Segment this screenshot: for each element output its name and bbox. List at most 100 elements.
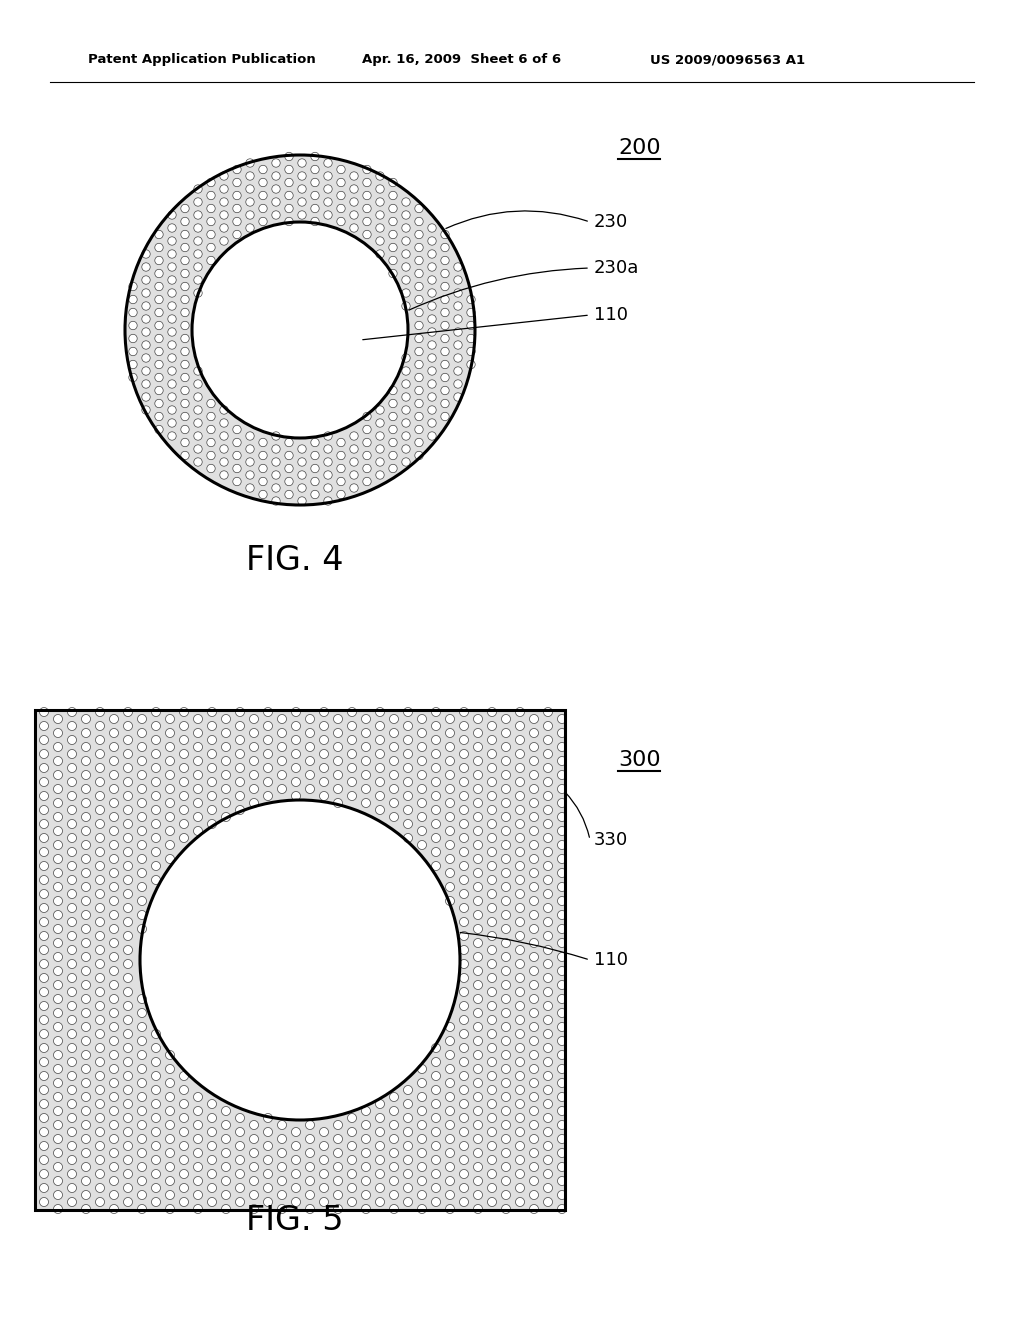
Circle shape [124, 722, 132, 730]
Circle shape [311, 465, 319, 473]
Circle shape [389, 243, 397, 252]
Circle shape [179, 1127, 188, 1137]
Circle shape [166, 1204, 174, 1213]
Circle shape [544, 1030, 553, 1039]
Circle shape [473, 994, 482, 1003]
Circle shape [460, 1072, 469, 1081]
Circle shape [418, 1064, 427, 1073]
Circle shape [529, 1008, 539, 1018]
Circle shape [68, 987, 77, 997]
Circle shape [361, 784, 371, 793]
Circle shape [376, 750, 384, 759]
Circle shape [557, 1008, 566, 1018]
Circle shape [110, 854, 119, 863]
Circle shape [95, 917, 104, 927]
Circle shape [454, 327, 462, 337]
Circle shape [467, 347, 475, 355]
Circle shape [207, 191, 215, 199]
Circle shape [68, 777, 77, 787]
Circle shape [347, 1114, 356, 1122]
Circle shape [137, 729, 146, 738]
Circle shape [460, 1155, 469, 1164]
Circle shape [95, 1170, 104, 1179]
Circle shape [311, 438, 319, 446]
Circle shape [389, 438, 397, 446]
Circle shape [515, 960, 524, 969]
Circle shape [194, 813, 203, 821]
Circle shape [403, 1184, 413, 1192]
Circle shape [473, 756, 482, 766]
Circle shape [68, 750, 77, 759]
Circle shape [298, 445, 306, 453]
Circle shape [311, 152, 319, 161]
Circle shape [40, 1015, 48, 1024]
Circle shape [557, 756, 566, 766]
Circle shape [319, 1142, 329, 1151]
Circle shape [473, 939, 482, 948]
Circle shape [236, 1197, 245, 1206]
Circle shape [181, 218, 189, 226]
Circle shape [460, 987, 469, 997]
Circle shape [557, 981, 566, 990]
Circle shape [298, 172, 306, 181]
Circle shape [502, 771, 511, 780]
Circle shape [220, 432, 228, 440]
Circle shape [454, 302, 462, 310]
Circle shape [221, 1163, 230, 1172]
Circle shape [137, 1078, 146, 1088]
Circle shape [334, 771, 342, 780]
Circle shape [53, 1121, 62, 1130]
Circle shape [529, 1064, 539, 1073]
Circle shape [285, 218, 293, 226]
Circle shape [124, 1044, 132, 1052]
Circle shape [487, 1002, 497, 1011]
Circle shape [403, 777, 413, 787]
Circle shape [125, 154, 475, 506]
Circle shape [515, 792, 524, 800]
Circle shape [194, 432, 202, 440]
Circle shape [428, 393, 436, 401]
Circle shape [68, 1015, 77, 1024]
Circle shape [502, 756, 511, 766]
Circle shape [440, 230, 450, 239]
Circle shape [152, 833, 161, 842]
Circle shape [181, 296, 189, 304]
Circle shape [181, 282, 189, 290]
Circle shape [129, 374, 137, 381]
Circle shape [82, 854, 90, 863]
Circle shape [68, 1057, 77, 1067]
Circle shape [208, 1114, 216, 1122]
Circle shape [208, 1197, 216, 1206]
Circle shape [152, 1072, 161, 1081]
Circle shape [376, 735, 384, 744]
Circle shape [168, 224, 176, 232]
Circle shape [137, 742, 146, 751]
Circle shape [110, 841, 119, 850]
Circle shape [376, 211, 384, 219]
Circle shape [166, 771, 174, 780]
Circle shape [68, 862, 77, 870]
Circle shape [221, 714, 230, 723]
Circle shape [445, 1134, 455, 1143]
Circle shape [155, 243, 163, 252]
Circle shape [445, 1064, 455, 1073]
Circle shape [179, 708, 188, 717]
Circle shape [389, 799, 398, 808]
Circle shape [544, 1184, 553, 1192]
Circle shape [95, 792, 104, 800]
Circle shape [166, 1051, 174, 1060]
Circle shape [208, 777, 216, 787]
Circle shape [166, 854, 174, 863]
Circle shape [376, 1184, 384, 1192]
Circle shape [208, 1127, 216, 1137]
Circle shape [415, 230, 423, 239]
Circle shape [502, 939, 511, 948]
Circle shape [110, 981, 119, 990]
Circle shape [557, 1148, 566, 1158]
Circle shape [389, 1106, 398, 1115]
Circle shape [278, 1163, 287, 1172]
Circle shape [350, 484, 358, 492]
Circle shape [502, 1191, 511, 1200]
Circle shape [246, 172, 254, 181]
Circle shape [194, 1176, 203, 1185]
